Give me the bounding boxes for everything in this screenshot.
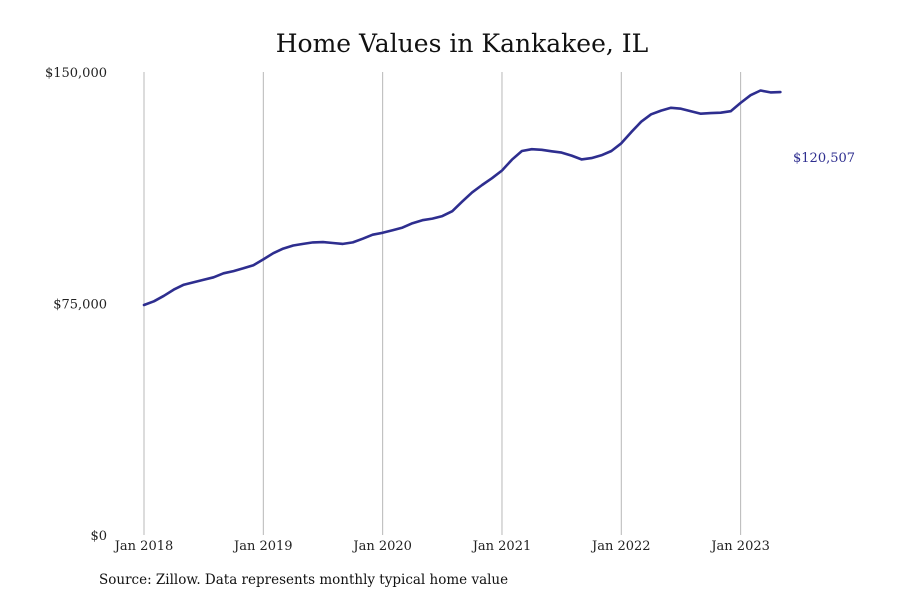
x-tick-label: Jan 2019	[232, 539, 293, 554]
chart-title: Home Values in Kankakee, IL	[276, 29, 649, 58]
home-value-line	[142, 89, 782, 307]
y-tick-label: $75,000	[53, 298, 107, 313]
x-tick-label: Jan 2018	[113, 539, 174, 554]
y-tick-label: $150,000	[45, 66, 107, 81]
x-tick-label: Jan 2020	[351, 539, 412, 554]
latest-value-label: $120,507	[793, 151, 855, 166]
y-tick-label: $0	[90, 529, 107, 544]
source-note: Source: Zillow. Data represents monthly …	[99, 572, 509, 588]
x-tick-label: Jan 2022	[590, 539, 651, 554]
x-axis-ticks: Jan 2018 Jan 2019 Jan 2020 Jan 2021 Jan 2022…	[113, 539, 770, 554]
x-tick-label: Jan 2021	[471, 539, 532, 554]
vertical-gridlines	[143, 72, 742, 535]
y-axis-ticks: $0 $75,000 $150,000	[45, 66, 107, 544]
x-tick-label: Jan 2023	[709, 539, 770, 554]
